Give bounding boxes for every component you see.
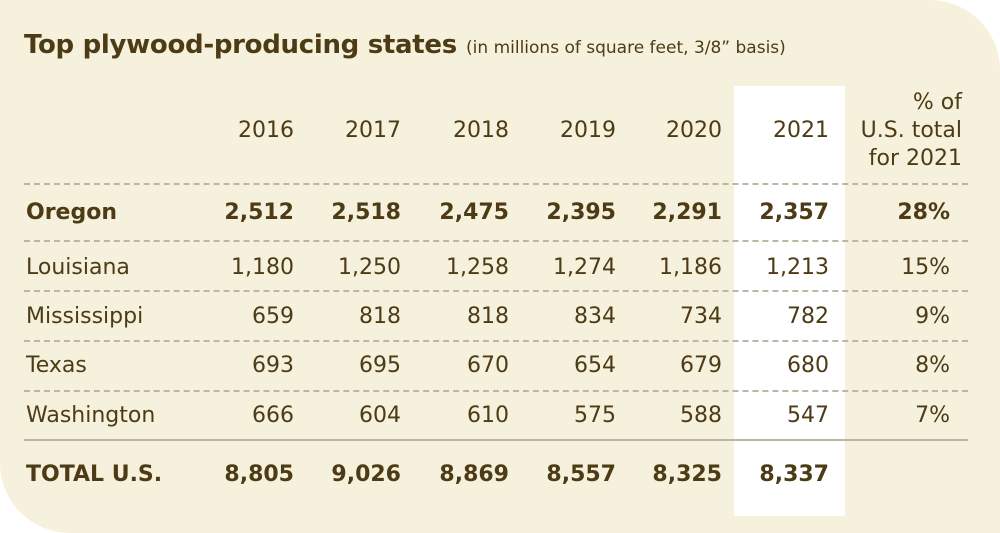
column-header-2017: 2017 — [345, 118, 401, 143]
cell-value: 679 — [680, 353, 722, 378]
row-divider — [24, 290, 968, 292]
cell-pct: 8% — [915, 353, 950, 378]
total-value: 9,026 — [331, 462, 401, 487]
cell-value: 575 — [574, 403, 616, 428]
cell-value: 604 — [359, 403, 401, 428]
cell-value: 782 — [787, 304, 829, 329]
cell-pct: 9% — [915, 304, 950, 329]
cell-value: 547 — [787, 403, 829, 428]
column-header-2020: 2020 — [666, 118, 722, 143]
cell-value: 670 — [467, 353, 509, 378]
cell-value: 680 — [787, 353, 829, 378]
total-value: 8,869 — [439, 462, 509, 487]
row-divider — [24, 340, 968, 342]
cell-value: 2,357 — [759, 200, 829, 225]
row-label-texas: Texas — [26, 353, 87, 378]
cell-value: 1,180 — [231, 255, 294, 280]
cell-value: 1,250 — [338, 255, 401, 280]
cell-value: 693 — [252, 353, 294, 378]
row-divider — [24, 183, 968, 185]
cell-value: 2,291 — [652, 200, 722, 225]
column-header-2021: 2021 — [773, 118, 829, 143]
row-divider — [24, 390, 968, 392]
total-value: 8,805 — [224, 462, 294, 487]
total-divider — [24, 439, 968, 441]
cell-value: 818 — [467, 304, 509, 329]
pct-header-line: for 2021 — [868, 146, 962, 171]
cell-value: 2,475 — [439, 200, 509, 225]
total-value: 8,337 — [759, 462, 829, 487]
cell-value: 666 — [252, 403, 294, 428]
total-value: 8,557 — [546, 462, 616, 487]
title-row: Top plywood-producing states (in million… — [24, 30, 786, 60]
cell-value: 610 — [467, 403, 509, 428]
row-divider — [24, 240, 968, 242]
cell-value: 2,395 — [546, 200, 616, 225]
cell-value: 1,186 — [659, 255, 722, 280]
row-label-washington: Washington — [26, 403, 156, 428]
cell-value: 1,258 — [446, 255, 509, 280]
pct-header-line: U.S. total — [860, 118, 962, 143]
pct-header-line: % of — [912, 90, 962, 115]
cell-pct: 28% — [897, 200, 950, 225]
table-title: Top plywood-producing states — [24, 30, 457, 60]
row-label-oregon: Oregon — [26, 200, 117, 225]
cell-value: 1,274 — [553, 255, 616, 280]
cell-value: 1,213 — [766, 255, 829, 280]
cell-value: 659 — [252, 304, 294, 329]
row-label-mississippi: Mississippi — [26, 304, 144, 329]
cell-value: 2,518 — [331, 200, 401, 225]
total-value: 8,325 — [652, 462, 722, 487]
cell-value: 695 — [359, 353, 401, 378]
cell-value: 2,512 — [224, 200, 294, 225]
cell-value: 734 — [680, 304, 722, 329]
highlight-column-2021 — [734, 86, 845, 516]
pct-column-header: % of U.S. total for 2021 — [861, 89, 962, 173]
row-label-louisiana: Louisiana — [26, 255, 130, 280]
cell-pct: 7% — [915, 403, 950, 428]
cell-value: 654 — [574, 353, 616, 378]
column-header-2019: 2019 — [560, 118, 616, 143]
cell-pct: 15% — [901, 255, 950, 280]
column-header-2016: 2016 — [238, 118, 294, 143]
cell-value: 834 — [574, 304, 616, 329]
column-header-2018: 2018 — [453, 118, 509, 143]
table-subtitle: (in millions of square feet, 3/8” basis) — [466, 38, 786, 58]
cell-value: 588 — [680, 403, 722, 428]
cell-value: 818 — [359, 304, 401, 329]
total-label: TOTAL U.S. — [26, 462, 163, 487]
